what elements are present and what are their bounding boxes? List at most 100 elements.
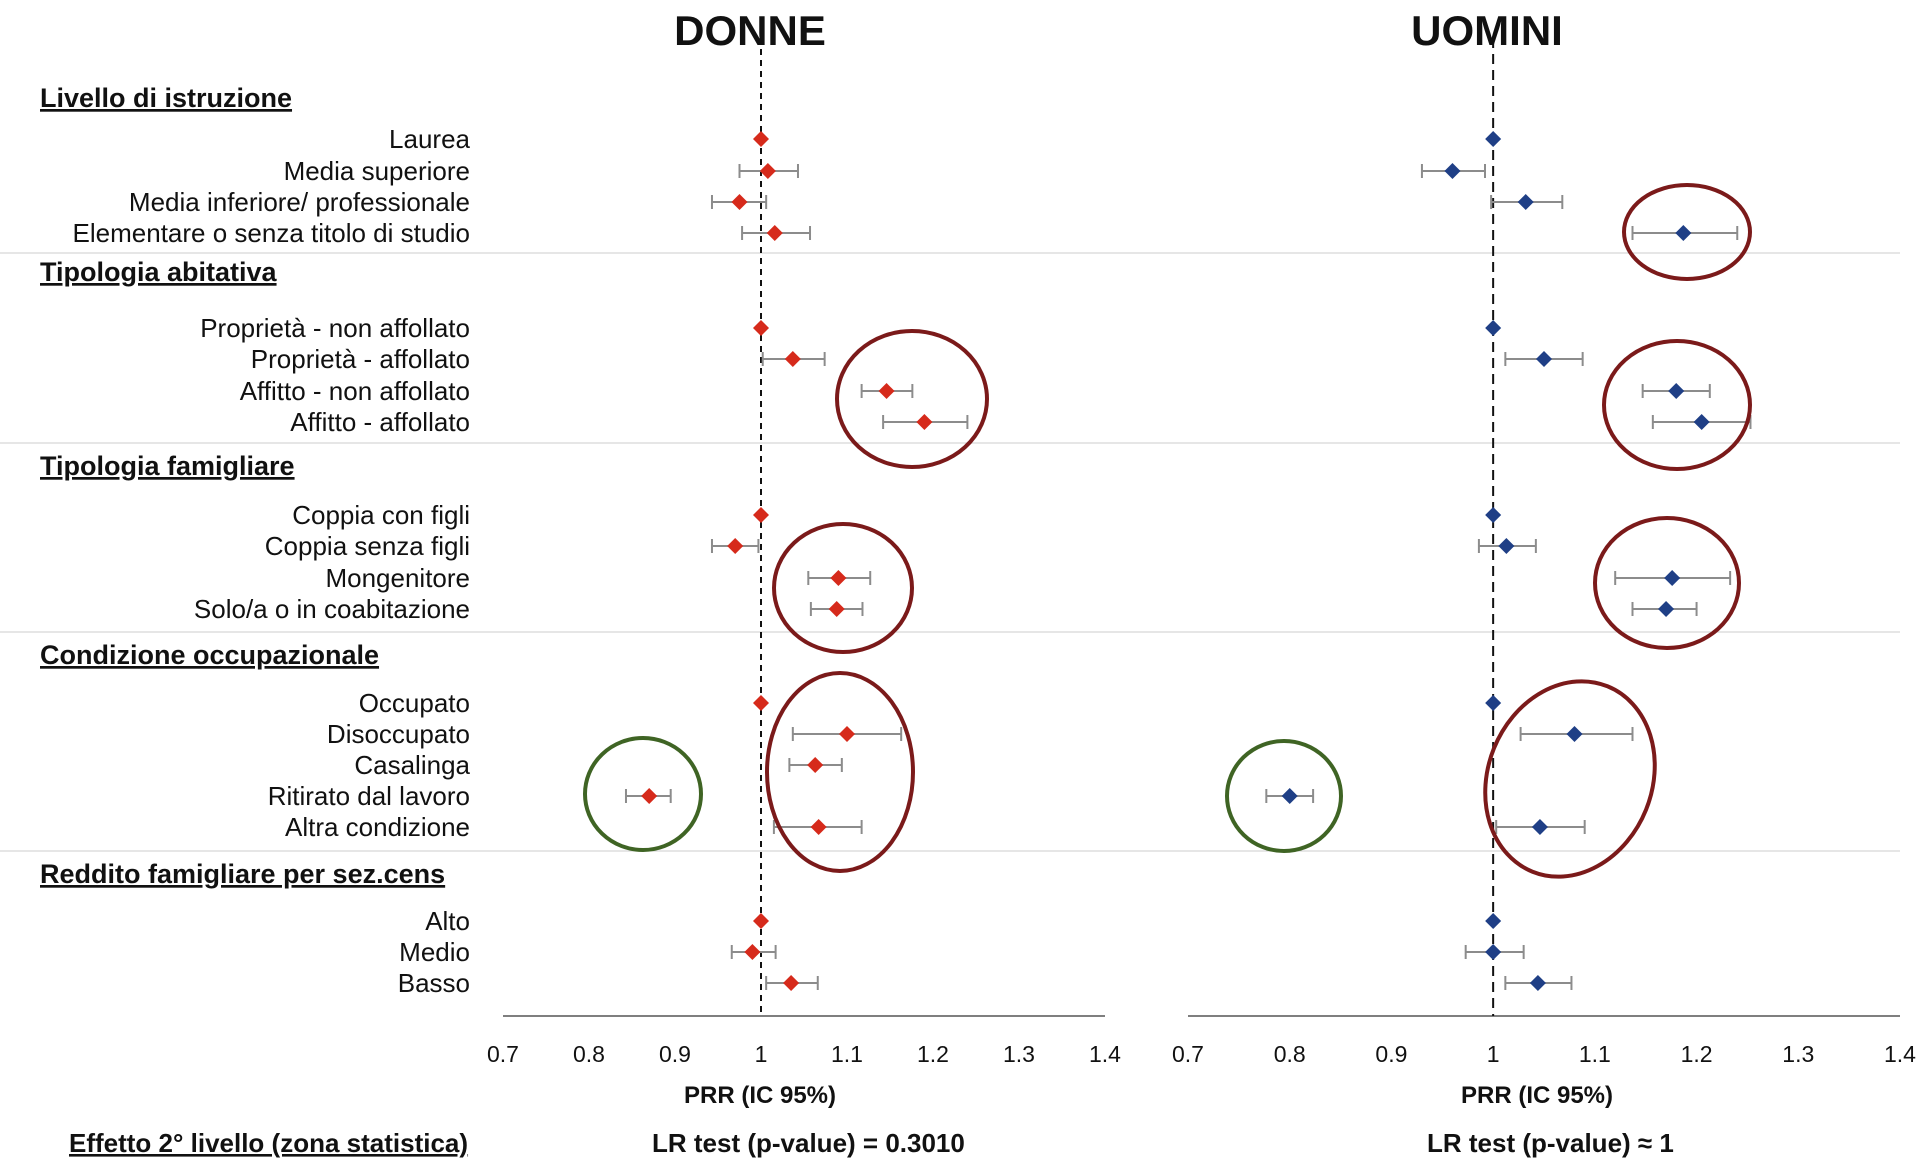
group-heading-famigliare: Tipologia famigliare [40, 451, 295, 481]
prr-point [1668, 383, 1685, 399]
prr-point [1485, 913, 1502, 929]
group-heading-istruzione: Livello di istruzione [40, 83, 292, 113]
prr-point [1485, 695, 1502, 711]
row-label: Casalinga [354, 750, 470, 780]
prr-point [783, 975, 800, 991]
prr-point [1566, 726, 1583, 742]
x-tick-label: 0.8 [573, 1041, 605, 1067]
prr-point [1485, 320, 1502, 336]
highlight-ellipse-occupazione-uomini [1483, 679, 1657, 879]
x-axis-label: PRR (IC 95%) [1461, 1082, 1613, 1109]
x-tick-label: 1.2 [1681, 1041, 1713, 1067]
x-tick-label: 1 [1487, 1041, 1500, 1067]
prr-point [1517, 194, 1534, 210]
row-label: Medio [399, 937, 470, 967]
group-heading-abitativa: Tipologia abitativa [40, 257, 278, 287]
row-label: Affitto - affollato [290, 407, 470, 437]
prr-point [1485, 131, 1502, 147]
prr-point [753, 507, 769, 523]
highlight-ellipse-affitto-donne [835, 329, 989, 469]
prr-point [753, 695, 769, 711]
prr-point [759, 163, 776, 179]
row-label: Coppia senza figli [265, 531, 470, 561]
group-heading-occupazionale: Condizione occupazionale [40, 640, 379, 670]
highlight-ellipse-famigliare-donne [772, 522, 914, 654]
row-label: Coppia con figli [292, 500, 470, 530]
x-tick-label: 0.7 [1172, 1041, 1204, 1067]
prr-point [810, 819, 827, 835]
highlight-ellipse-istruzione-uomini [1622, 183, 1752, 281]
prr-point [878, 383, 895, 399]
prr-point [731, 194, 748, 210]
x-tick-label: 0.9 [1375, 1041, 1407, 1067]
row-label: Disoccupato [327, 719, 470, 749]
prr-point [1693, 414, 1710, 430]
prr-point [1444, 163, 1461, 179]
prr-point [1281, 788, 1298, 804]
row-label: Occupato [359, 688, 470, 718]
prr-point [744, 944, 761, 960]
prr-point [641, 788, 658, 804]
prr-point [1485, 944, 1502, 960]
prr-point [753, 320, 769, 336]
highlight-ellipse-ritirato-uomini [1225, 739, 1343, 853]
prr-point [828, 601, 845, 617]
prr-point [807, 757, 824, 773]
x-tick-label: 0.8 [1274, 1041, 1306, 1067]
prr-point [839, 726, 855, 742]
highlight-ellipse-occupazione-donne [765, 671, 915, 873]
panel-donne: 0.7 0.8 0.9 1 1.1 1.2 1.3 1.4 PRR (IC 95%) [487, 38, 1121, 1109]
panel-uomini: 0.7 0.8 0.9 1 1.1 1.2 1.3 1.4 PRR (IC 95%) [1172, 38, 1916, 1109]
highlight-ellipses [583, 183, 1752, 879]
row-label: Alto [425, 906, 470, 936]
x-tick-label: 0.9 [659, 1041, 691, 1067]
x-tick-label: 1.2 [917, 1041, 949, 1067]
panel-title-donne: DONNE [674, 7, 826, 54]
footer-label: Effetto 2° livello (zona statistica) [69, 1128, 468, 1158]
prr-point [727, 538, 744, 554]
row-label: Elementare o senza titolo di studio [73, 218, 470, 248]
highlight-ellipse-ritirato-donne [583, 736, 703, 852]
lr-test-uomini: LR test (p-value) ≈ 1 [1427, 1128, 1674, 1158]
prr-point [1664, 570, 1681, 586]
panel-title-uomini: UOMINI [1411, 7, 1563, 54]
x-tick-label: 1.4 [1089, 1041, 1121, 1067]
row-label: Proprietà - non affollato [200, 313, 470, 343]
prr-point [1658, 601, 1675, 617]
x-tick-label: 1.1 [831, 1041, 863, 1067]
prr-point [1675, 225, 1692, 241]
prr-point [766, 225, 783, 241]
row-label: Laurea [389, 124, 470, 154]
prr-point [1485, 507, 1502, 523]
row-label: Altra condizione [285, 812, 470, 842]
prr-point [830, 570, 847, 586]
prr-point [784, 351, 801, 367]
x-tick-label: 1.3 [1003, 1041, 1035, 1067]
lr-test-donne: LR test (p-value) = 0.3010 [652, 1128, 965, 1158]
row-label: Ritirato dal lavoro [268, 781, 470, 811]
x-tick-label: 1 [755, 1041, 768, 1067]
x-tick-label: 1.3 [1782, 1041, 1814, 1067]
prr-point [753, 913, 769, 929]
group-heading-reddito: Reddito famigliare per sez.cens [40, 859, 445, 889]
prr-point [753, 131, 769, 147]
prr-point [1498, 538, 1515, 554]
prr-point [1531, 819, 1548, 835]
x-axis-label: PRR (IC 95%) [684, 1082, 836, 1109]
x-tick-label: 0.7 [487, 1041, 519, 1067]
row-label: Media superiore [284, 156, 470, 186]
row-label: Mongenitore [325, 563, 470, 593]
highlight-ellipse-famigliare-uomini [1593, 516, 1741, 650]
prr-point [1529, 975, 1546, 991]
row-label: Proprietà - affollato [251, 344, 470, 374]
highlight-ellipse-affitto-uomini [1602, 339, 1752, 471]
x-tick-label: 1.1 [1579, 1041, 1611, 1067]
x-tick-label: 1.4 [1884, 1041, 1916, 1067]
prr-point [1536, 351, 1552, 367]
row-label: Solo/a o in coabitazione [194, 594, 470, 624]
row-label: Media inferiore/ professionale [129, 187, 470, 217]
row-label: Affitto - non affollato [240, 376, 470, 406]
prr-point [916, 414, 933, 430]
